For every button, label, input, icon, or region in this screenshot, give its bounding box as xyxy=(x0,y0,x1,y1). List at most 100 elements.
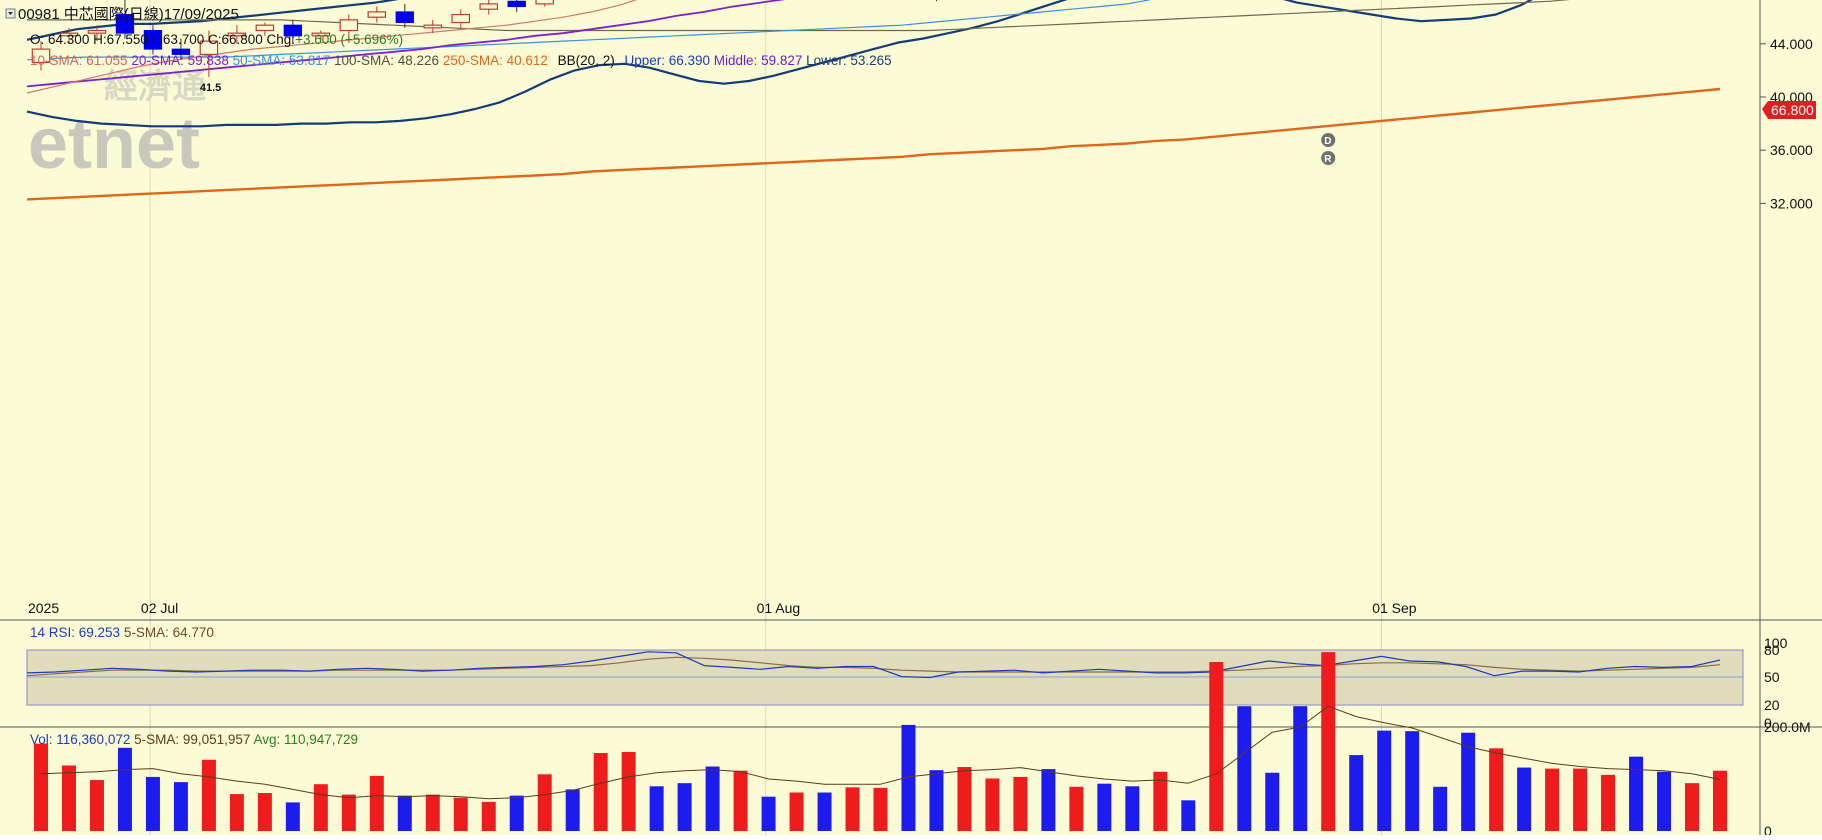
volume-bar xyxy=(1125,786,1140,831)
volume-bar xyxy=(229,794,244,831)
watermark-chinese: 經濟通 xyxy=(104,67,206,106)
volume-bar xyxy=(1209,662,1224,831)
volume-bar xyxy=(397,795,412,831)
volume-bar xyxy=(1489,748,1504,831)
volume-bar xyxy=(565,789,580,831)
rsi-sma-legend: 5-SMA: 64.770 xyxy=(124,625,214,640)
rsi-line xyxy=(26,651,1721,679)
price-tag-label: 66.800 xyxy=(1771,102,1814,118)
volume-bar xyxy=(1629,756,1644,831)
bollinger-bands xyxy=(26,0,1533,128)
volume-bar xyxy=(313,784,328,831)
change-value: +3.600 (+5.696%) xyxy=(295,32,403,47)
volume-bar xyxy=(61,765,76,831)
legend-sma50: 50-SMA: 53.817 xyxy=(233,53,331,68)
volume-sma-legend: 5-SMA: 99,051,957 xyxy=(134,732,250,747)
candle-body xyxy=(143,30,163,50)
volume-bar xyxy=(1573,768,1588,831)
sma50-line xyxy=(26,0,1152,61)
volume-bar xyxy=(453,797,468,831)
date-axis-label: 2025 xyxy=(28,600,59,616)
volume-bar xyxy=(1685,783,1700,831)
volume-bar xyxy=(985,778,1000,831)
legend-bb: BB(20, 2) xyxy=(558,53,615,68)
volume-bar xyxy=(1013,776,1028,831)
legend-sma100: 100-SMA: 48.226 xyxy=(334,53,439,68)
price-axis-label: 44.000 xyxy=(1770,36,1813,52)
moving-averages xyxy=(26,0,1721,201)
volume-bar xyxy=(341,794,356,831)
close-value: 66.800 xyxy=(221,32,262,47)
price-tag: 66.800 xyxy=(1762,101,1816,119)
candle-body xyxy=(59,32,79,37)
low-value: 63.700 xyxy=(163,32,204,47)
volume-bar xyxy=(173,782,188,831)
volume-bars xyxy=(34,652,1727,831)
sma100-line xyxy=(27,0,1571,32)
volume-bar xyxy=(1601,774,1616,831)
price-axis-label: 36.000 xyxy=(1770,142,1813,158)
volume-bar xyxy=(1265,772,1280,831)
volume-avg-legend: Avg: 110,947,729 xyxy=(253,732,358,747)
volume-bar xyxy=(425,794,440,831)
watermark-latin: etnet xyxy=(28,104,200,184)
rsi-axis-label: 0 xyxy=(1764,715,1772,731)
volume-bar xyxy=(481,801,496,831)
chart-period: (日線) xyxy=(124,6,164,23)
candle-body xyxy=(451,13,471,24)
volume-bar xyxy=(1181,800,1196,831)
sma10-line xyxy=(26,0,638,94)
candle-body xyxy=(227,32,247,37)
price-axis-label: 32.000 xyxy=(1770,195,1813,211)
candle-body xyxy=(283,24,303,37)
volume-bar xyxy=(537,774,552,831)
rights-marker-label: R xyxy=(1324,154,1332,165)
volume-bar xyxy=(1153,771,1168,831)
volume-bar xyxy=(257,793,272,831)
volume-bar xyxy=(1433,786,1448,831)
volume-bar xyxy=(873,787,888,831)
candle-body xyxy=(395,11,414,24)
candle-body xyxy=(115,14,135,34)
volume-bar xyxy=(1041,769,1056,831)
volume-bar xyxy=(593,753,608,831)
volume-bar xyxy=(1321,652,1336,831)
dividend-marker-label: D xyxy=(1324,136,1331,147)
volume-bar xyxy=(901,724,916,831)
price-tag-shape xyxy=(1762,101,1816,119)
open-value: 64.300 xyxy=(48,32,89,47)
volume-bar xyxy=(1097,783,1112,831)
volume-bar xyxy=(89,780,104,831)
volume-bar xyxy=(1713,770,1727,831)
date-axis-label: 01 Aug xyxy=(757,600,801,616)
bb-upper-line xyxy=(26,0,399,41)
volume-sma-line xyxy=(40,705,1721,800)
rsi-axis-label: 100 xyxy=(1764,635,1788,651)
candle-body xyxy=(171,48,191,55)
change-label: Chg: xyxy=(267,32,296,47)
annotations: 67.5541.5DR xyxy=(200,82,1336,165)
volume-bar xyxy=(789,792,804,831)
volume-bar xyxy=(1517,767,1532,831)
volume-axis-label: 200.0M xyxy=(1764,719,1811,735)
high-value: 67.550 xyxy=(107,32,148,47)
legend-bb-upper: Upper: 66.390 xyxy=(624,53,710,68)
candle-body xyxy=(535,0,554,5)
candle-body xyxy=(507,0,526,8)
volume-bar xyxy=(1069,786,1084,831)
stock-name: 中芯國際 xyxy=(64,6,124,23)
candle-body xyxy=(339,19,359,32)
rsi-axis-label: 20 xyxy=(1764,697,1780,713)
low-label: L: xyxy=(152,32,163,47)
volume-bar xyxy=(117,747,132,831)
high-label: H: xyxy=(93,32,107,47)
date-axis: 2025 02 Jul 01 Aug 01 Sep xyxy=(28,600,1417,616)
rsi-axis-label: 50 xyxy=(1764,669,1780,685)
volume-bar xyxy=(957,767,972,831)
stock-code: 00981 xyxy=(18,6,60,23)
volume-bar xyxy=(845,787,860,831)
legend-bb-lower: Lower: 53.265 xyxy=(806,53,892,68)
